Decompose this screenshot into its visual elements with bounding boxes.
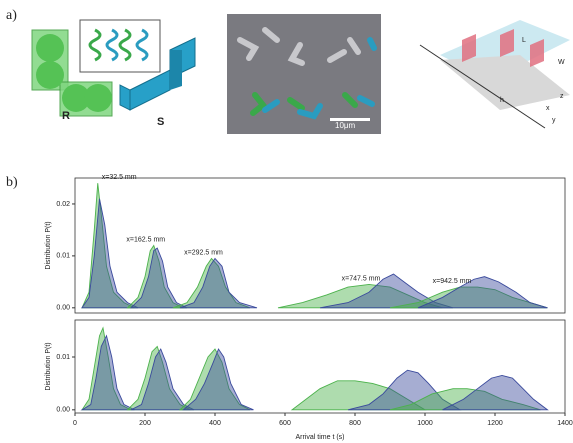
distribution-area [179,257,258,309]
axis-letter: x [546,105,550,112]
y-tick-label: 0.01 [56,354,70,361]
scale-text: 10μm [335,121,356,130]
axis-letter: y [552,117,556,124]
distribution-area [442,375,549,411]
helix [105,28,149,62]
x-tick-label: 1000 [417,420,433,427]
distribution-area [129,247,188,309]
distribution-area [347,369,462,411]
distribution-area [178,348,251,411]
x-tick-label: 1400 [557,420,573,427]
plot-frame [74,319,566,414]
distribution-area [172,257,251,309]
distribution-area [81,183,135,309]
y-tick-label: 0.00 [56,407,70,414]
panel-label: a) [6,8,17,23]
scale-bar [330,118,370,121]
dim-label: L [522,37,526,44]
y-tick-label: 0.00 [56,305,70,312]
distribution-area [81,198,139,309]
distribution-area [80,334,135,411]
distribution-area [319,273,454,309]
y-tick-label: 0.01 [56,253,70,260]
y-axis-label: Distribution P(t) [45,342,52,390]
annotation: x=32.5 mm [102,174,137,181]
distribution-area [182,348,254,411]
x-axis-label: Arrival time t (s) [296,434,345,441]
distribution-area [417,276,548,309]
channel-floor [440,55,570,110]
shape-label: R [62,110,70,122]
x-tick-label: 800 [349,420,361,427]
annotation: x=162.5 mm [126,236,165,243]
axis-letter: z [560,93,564,100]
dim-label: h [500,97,504,104]
annotation: x=942.5 mm [433,278,472,285]
particles [237,27,377,120]
r-shape [31,29,113,117]
y-tick-label: 0.02 [56,201,70,208]
barrier [462,29,544,67]
plot-frame [74,177,566,314]
annotation: x=747.5 mm [342,275,381,282]
arrow [419,44,546,129]
x-tick-label: 200 [139,420,151,427]
shape-label: S [157,116,164,128]
x-tick-label: 400 [209,420,221,427]
x-tick-label: 1200 [487,420,503,427]
distribution-area [290,380,427,411]
annotation: x=292.5 mm [184,249,223,256]
s-shape [170,50,182,90]
x-tick-label: 0 [73,420,77,427]
x-tick-label: 600 [279,420,291,427]
distribution-area [126,244,184,309]
panel-label: b) [6,175,18,190]
distribution-area [126,345,191,411]
distribution-area [81,326,132,411]
dim-label: W [558,59,565,66]
y-axis-label: Distribution P(t) [45,221,52,269]
helix [88,28,132,62]
distribution-area [130,348,195,411]
